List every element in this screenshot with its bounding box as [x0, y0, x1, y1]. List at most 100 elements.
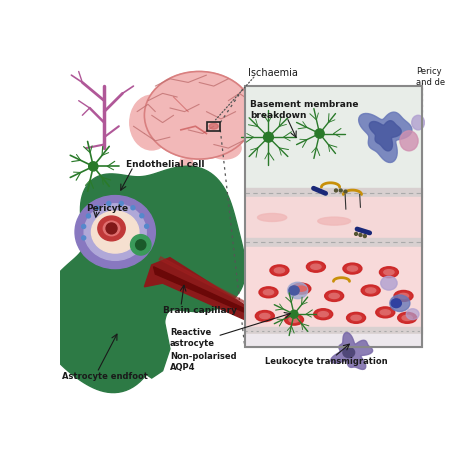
Ellipse shape — [274, 268, 284, 273]
Ellipse shape — [270, 265, 289, 276]
Circle shape — [82, 236, 86, 240]
FancyBboxPatch shape — [245, 188, 422, 197]
Polygon shape — [331, 333, 373, 369]
Ellipse shape — [288, 282, 308, 299]
Ellipse shape — [390, 295, 410, 311]
Polygon shape — [154, 267, 245, 312]
Ellipse shape — [75, 196, 155, 269]
Polygon shape — [177, 159, 195, 173]
Polygon shape — [145, 258, 245, 319]
Circle shape — [264, 132, 273, 142]
Ellipse shape — [84, 204, 146, 260]
Ellipse shape — [103, 221, 120, 236]
Ellipse shape — [284, 314, 303, 325]
Ellipse shape — [159, 219, 195, 245]
Ellipse shape — [289, 317, 299, 322]
Text: Endothelial cell: Endothelial cell — [126, 160, 205, 169]
Ellipse shape — [343, 347, 355, 357]
Ellipse shape — [376, 307, 395, 318]
Ellipse shape — [346, 312, 365, 323]
Ellipse shape — [379, 267, 399, 278]
Ellipse shape — [98, 216, 125, 241]
Ellipse shape — [318, 311, 328, 317]
Circle shape — [107, 201, 111, 205]
Ellipse shape — [399, 293, 409, 299]
Polygon shape — [39, 166, 246, 392]
Ellipse shape — [296, 286, 306, 291]
FancyBboxPatch shape — [245, 86, 422, 188]
Ellipse shape — [257, 213, 287, 221]
FancyBboxPatch shape — [245, 327, 422, 334]
Ellipse shape — [208, 137, 241, 159]
Polygon shape — [359, 112, 412, 163]
Circle shape — [130, 235, 151, 255]
Ellipse shape — [259, 287, 278, 298]
Ellipse shape — [347, 266, 357, 271]
Circle shape — [86, 214, 91, 218]
Circle shape — [131, 206, 135, 210]
Circle shape — [145, 224, 149, 228]
Circle shape — [290, 310, 298, 318]
FancyBboxPatch shape — [245, 246, 422, 327]
Ellipse shape — [361, 285, 380, 296]
Ellipse shape — [394, 291, 413, 301]
Text: Pericyte: Pericyte — [86, 204, 128, 213]
Text: Leukocyte transmigration: Leukocyte transmigration — [265, 357, 387, 366]
Ellipse shape — [264, 290, 273, 295]
Ellipse shape — [391, 299, 401, 308]
Text: Astrocyte endfoot: Astrocyte endfoot — [62, 372, 148, 381]
Ellipse shape — [314, 309, 333, 319]
Ellipse shape — [260, 313, 270, 319]
Ellipse shape — [402, 315, 412, 320]
Circle shape — [335, 189, 337, 192]
Polygon shape — [195, 258, 243, 294]
Ellipse shape — [209, 123, 219, 129]
FancyBboxPatch shape — [245, 197, 422, 237]
Ellipse shape — [145, 72, 254, 159]
Circle shape — [355, 232, 357, 236]
Polygon shape — [159, 257, 245, 303]
Polygon shape — [115, 312, 170, 378]
Ellipse shape — [343, 263, 362, 274]
Ellipse shape — [91, 211, 139, 253]
Text: Brain capillary: Brain capillary — [163, 306, 237, 315]
Text: Non-polarised
AQP4: Non-polarised AQP4 — [170, 352, 237, 372]
FancyBboxPatch shape — [245, 334, 422, 347]
Circle shape — [95, 206, 99, 210]
Polygon shape — [369, 121, 401, 151]
Circle shape — [339, 189, 342, 192]
Ellipse shape — [311, 264, 321, 269]
Ellipse shape — [351, 315, 361, 320]
Ellipse shape — [325, 291, 344, 301]
Circle shape — [119, 201, 123, 205]
Circle shape — [82, 225, 86, 228]
Ellipse shape — [406, 309, 419, 319]
Ellipse shape — [130, 95, 173, 150]
Ellipse shape — [384, 270, 394, 275]
Text: Pericy
and de: Pericy and de — [416, 66, 446, 87]
Circle shape — [140, 214, 144, 218]
Circle shape — [344, 190, 347, 193]
Circle shape — [136, 240, 146, 250]
Text: Basement membrane
breakdown: Basement membrane breakdown — [250, 100, 359, 120]
Circle shape — [106, 223, 117, 234]
Ellipse shape — [292, 283, 311, 294]
Ellipse shape — [412, 115, 425, 130]
Text: Ischaemia: Ischaemia — [248, 68, 298, 78]
Ellipse shape — [221, 90, 257, 126]
Ellipse shape — [381, 276, 397, 290]
Ellipse shape — [318, 217, 351, 225]
FancyBboxPatch shape — [245, 237, 422, 246]
Ellipse shape — [398, 312, 417, 323]
Ellipse shape — [329, 293, 339, 299]
Circle shape — [364, 235, 366, 237]
Ellipse shape — [400, 131, 418, 151]
Ellipse shape — [380, 310, 391, 315]
Ellipse shape — [365, 288, 376, 293]
Ellipse shape — [306, 261, 326, 272]
Ellipse shape — [255, 310, 274, 321]
Circle shape — [89, 162, 98, 171]
Text: Reactive
astrocyte: Reactive astrocyte — [170, 328, 215, 348]
Ellipse shape — [289, 286, 299, 295]
Circle shape — [359, 234, 362, 237]
